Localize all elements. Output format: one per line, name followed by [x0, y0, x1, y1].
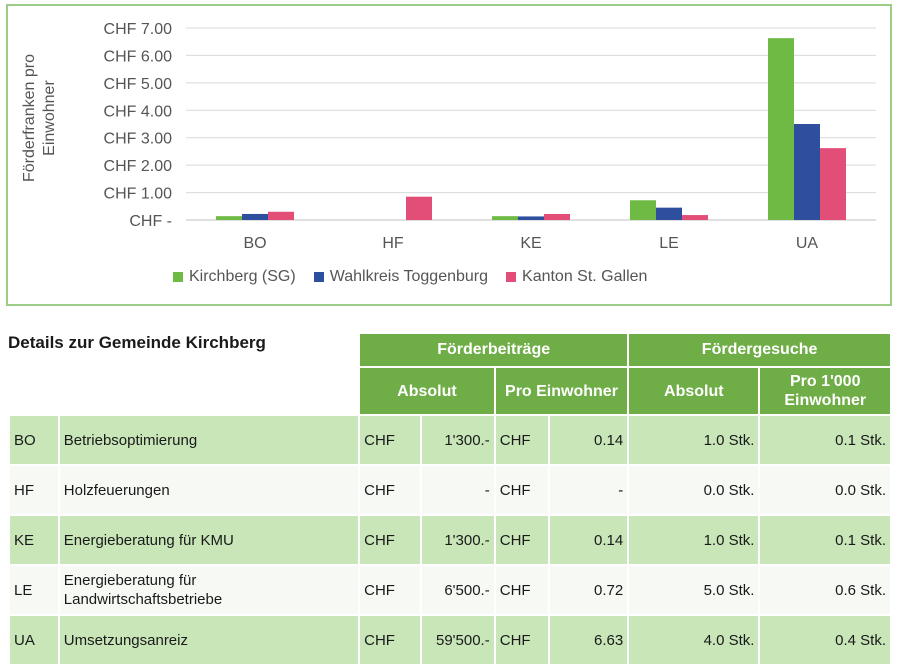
row-currency: CHF: [495, 616, 548, 664]
header-pro-einwohner-text: Pro Einwohner: [505, 382, 618, 400]
x-tick-label: KE: [520, 235, 541, 252]
row-code: UA: [10, 616, 58, 664]
legend-swatch: [506, 272, 517, 282]
row-gesuche-pro: 0.1 Stk.: [760, 416, 890, 464]
x-tick-label: LE: [659, 235, 679, 252]
legend-item-toggenburg: Wahlkreis Toggenburg: [313, 268, 489, 286]
y-tick-label: CHF 6.00: [104, 48, 173, 65]
row-pro-einwohner: 0.14: [549, 416, 628, 464]
y-tick-label: CHF 4.00: [104, 103, 173, 120]
row-absolut: 59'500.-: [421, 616, 494, 664]
row-gesuche-absolut: 0.0 Stk.: [629, 466, 759, 514]
y-tick-label: CHF 7.00: [104, 21, 173, 38]
row-currency: CHF: [495, 466, 548, 514]
row-currency: CHF: [360, 516, 420, 564]
bar-bo-1: [216, 216, 242, 220]
row-gesuche-absolut: 1.0 Stk.: [629, 516, 759, 564]
row-currency: CHF: [495, 516, 548, 564]
legend-label: Wahlkreis Toggenburg: [329, 268, 489, 285]
header-pro-1000: Pro 1'000 Einwohner: [760, 368, 890, 414]
row-gesuche-pro: 0.6 Stk.: [760, 566, 890, 614]
chart-legend: Kirchberg (SG) Wahlkreis Toggenburg Kant…: [173, 268, 647, 286]
y-axis-title: Förderfranken pro Einwohner: [21, 53, 58, 183]
legend-label: Kirchberg (SG): [189, 268, 296, 285]
table-row: LE Energieberatung für Landwirtschaftsbe…: [10, 566, 890, 614]
bar-ke-2: [518, 216, 544, 220]
bar-le-2: [656, 207, 682, 220]
row-code: LE: [10, 566, 58, 614]
table-row: UA Umsetzungsanreiz CHF 59'500.- CHF 6.6…: [10, 616, 890, 664]
row-name: Holzfeuerungen: [59, 466, 359, 514]
chart-panel: CHF - CHF 1.00 CHF 2.00 CHF 3.00 CHF 4.00 CHF…: [6, 4, 892, 306]
y-tick-label: CHF 5.00: [104, 76, 173, 93]
header-absolut: Absolut: [360, 368, 494, 414]
row-currency: CHF: [495, 566, 548, 614]
row-name: Betriebsoptimierung: [59, 416, 359, 464]
row-name: Umsetzungsanreiz: [59, 616, 359, 664]
x-tick-label: UA: [796, 235, 819, 252]
legend-swatch: [173, 272, 183, 282]
row-pro-einwohner: 6.63: [549, 616, 628, 664]
bar-ua-1: [768, 38, 794, 220]
y-tick-label: CHF 3.00: [104, 131, 173, 148]
row-absolut: 1'300.-: [421, 416, 494, 464]
row-code: HF: [10, 466, 58, 514]
x-tick-label: BO: [243, 235, 266, 252]
header-pro-1000-text: Pro 1'000 Einwohner: [784, 373, 867, 409]
row-gesuche-absolut: 4.0 Stk.: [629, 616, 759, 664]
row-code: KE: [10, 516, 58, 564]
bar-ke-1: [492, 216, 518, 220]
row-gesuche-pro: 0.0 Stk.: [760, 466, 890, 514]
details-title: Details zur Gemeinde Kirchberg: [8, 333, 266, 352]
bar-chart: CHF - CHF 1.00 CHF 2.00 CHF 3.00 CHF 4.00 CHF…: [104, 21, 876, 252]
row-name: Energieberatung für KMU: [59, 516, 359, 564]
y-tick-label: CHF 2.00: [104, 158, 173, 175]
bar-hf-3: [406, 196, 432, 220]
y-tick-label: CHF 1.00: [104, 186, 173, 203]
legend-label: Kanton St. Gallen: [522, 268, 648, 285]
table-row: BO Betriebsoptimierung CHF 1'300.- CHF 0…: [10, 416, 890, 464]
header-absolut-gesuche: Absolut: [629, 368, 759, 414]
row-gesuche-pro: 0.1 Stk.: [760, 516, 890, 564]
table-row: HF Holzfeuerungen CHF - CHF - 0.0 Stk. 0…: [10, 466, 890, 514]
bar-le-3: [682, 215, 708, 220]
row-absolut: -: [421, 466, 494, 514]
row-gesuche-pro: 0.4 Stk.: [760, 616, 890, 664]
bar-bo-2: [242, 213, 268, 220]
row-code: BO: [10, 416, 58, 464]
bar-ua-2: [794, 124, 820, 220]
bar-le-1: [630, 200, 656, 220]
row-pro-einwohner: 0.72: [549, 566, 628, 614]
bar-ke-3: [544, 213, 570, 220]
row-pro-einwohner: 0.14: [549, 516, 628, 564]
row-currency: CHF: [495, 416, 548, 464]
bar-bo-3: [268, 211, 294, 220]
row-currency: CHF: [360, 416, 420, 464]
legend-swatch: [313, 272, 324, 282]
header-foerdergesuche: Fördergesuche: [629, 334, 890, 366]
details-table: Förderbeiträge Fördergesuche Absolut Pro…: [8, 332, 892, 666]
header-foerderbeitraege: Förderbeiträge: [360, 334, 628, 366]
row-currency: CHF: [360, 566, 420, 614]
table-row: KE Energieberatung für KMU CHF 1'300.- C…: [10, 516, 890, 564]
row-currency: CHF: [360, 616, 420, 664]
x-tick-label: HF: [382, 235, 404, 252]
legend-item-kanton: Kanton St. Gallen: [506, 268, 647, 286]
row-currency: CHF: [360, 466, 420, 514]
row-absolut: 6'500.-: [421, 566, 494, 614]
row-absolut: 1'300.-: [421, 516, 494, 564]
row-pro-einwohner: -: [549, 466, 628, 514]
legend-item-kirchberg: Kirchberg (SG): [173, 268, 296, 286]
y-tick-label: CHF -: [129, 213, 172, 230]
row-gesuche-absolut: 5.0 Stk.: [629, 566, 759, 614]
header-pro-einwohner: Pro Einwohner: [495, 368, 628, 414]
bar-ua-3: [820, 148, 846, 220]
row-name: Energieberatung für Landwirtschaftsbetri…: [59, 566, 359, 614]
row-gesuche-absolut: 1.0 Stk.: [629, 416, 759, 464]
details-title-cell: [10, 334, 359, 414]
